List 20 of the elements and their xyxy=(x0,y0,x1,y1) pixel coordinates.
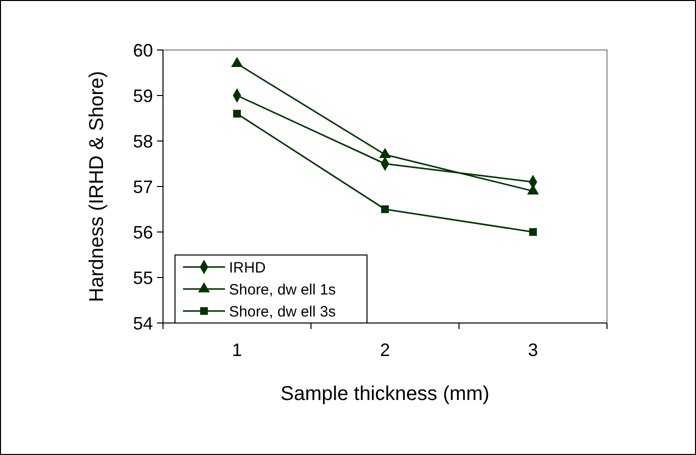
y-tick-label: 59 xyxy=(132,86,153,106)
y-tick-label: 58 xyxy=(132,131,153,152)
legend-label: Shore, dw ell 3s xyxy=(229,303,336,320)
y-tick-label: 57 xyxy=(132,176,153,197)
y-axis-title: Hardness (IRHD & Shore) xyxy=(86,70,108,302)
x-tick-label: 3 xyxy=(528,340,538,360)
point xyxy=(233,110,241,118)
y-tick-label: 56 xyxy=(132,222,153,242)
y-tick-label: 54 xyxy=(132,313,153,334)
point xyxy=(231,56,243,68)
point xyxy=(379,148,391,158)
y-tick-label: 55 xyxy=(132,268,153,288)
x-tick-label: 2 xyxy=(380,340,390,360)
x-tick-label: 1 xyxy=(232,340,242,360)
point xyxy=(381,205,389,214)
point xyxy=(529,228,537,236)
y-tick-label: 60 xyxy=(132,40,153,60)
legend-label: IRHD xyxy=(229,259,266,276)
legend-label: Shore, dw ell 1s xyxy=(229,281,336,298)
x-axis-title: Sample thickness (mm) xyxy=(280,383,490,405)
